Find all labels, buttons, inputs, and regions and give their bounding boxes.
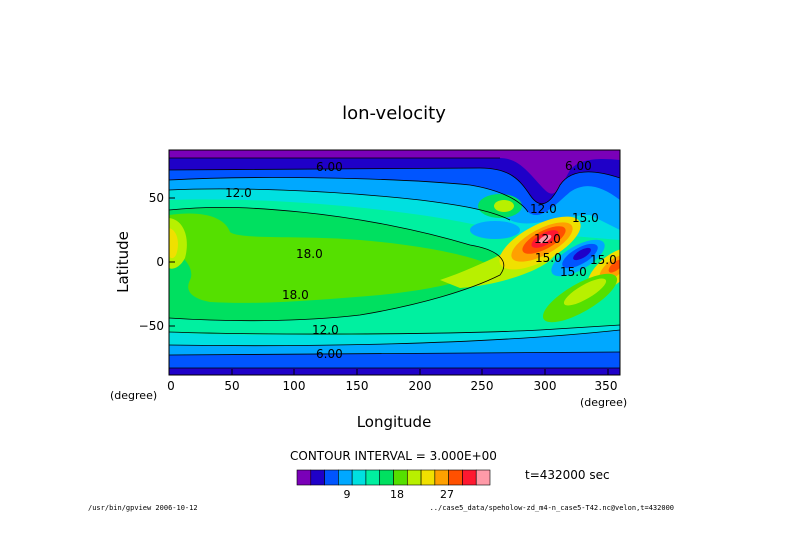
x-tick-label: 350 — [595, 379, 618, 393]
x-tick-label: 0 — [167, 379, 175, 393]
pocket-lightblue — [470, 221, 520, 239]
x-tick-label: 200 — [409, 379, 432, 393]
x-tick-label: 100 — [283, 379, 306, 393]
y-tick-label: −50 — [139, 319, 164, 333]
band-lightblue-s — [169, 330, 620, 355]
contour-label: 18.0 — [296, 247, 323, 261]
colorbar-cell — [462, 469, 477, 486]
colorbar-cell — [351, 469, 367, 486]
colorbar-cell — [296, 469, 312, 486]
x-tick-label: 250 — [471, 379, 494, 393]
contour-label: 18.0 — [282, 288, 309, 302]
colorbar-cell — [406, 469, 422, 486]
colorbar-cell — [448, 469, 463, 486]
south-yellow-green — [563, 278, 607, 306]
colorbar-tick-label: 18 — [390, 488, 404, 501]
contour-interval-text: CONTOUR INTERVAL = 3.000E+00 — [290, 449, 497, 463]
jet-pink — [538, 234, 552, 244]
x-axis-title: Longitude — [357, 413, 432, 431]
time-text: t=432000 sec — [525, 468, 610, 482]
y-tick-label: 0 — [156, 255, 164, 269]
colorbar — [296, 469, 491, 486]
colorbar-cell — [324, 469, 339, 486]
colorbar-cell — [310, 469, 325, 486]
band-dark-blue-s — [169, 368, 620, 375]
footer-left: /usr/bin/gpview 2006-10-12 — [88, 504, 198, 512]
colorbar-cell — [379, 469, 394, 486]
plot-area — [169, 150, 620, 375]
contour-label: 15.0 — [572, 211, 599, 225]
y-unit-label: (degree) — [110, 389, 157, 402]
contour-label: 12.0 — [534, 232, 561, 246]
contour-label: 6.00 — [316, 160, 343, 174]
anomaly-dark-blue — [573, 247, 591, 261]
colorbar-cell — [420, 469, 436, 486]
colorbar-tick-label: 9 — [344, 488, 351, 501]
band-light-green — [169, 213, 490, 303]
blob-orange-left — [169, 228, 178, 259]
colorbar-cell — [338, 469, 353, 486]
chart-title: lon-velocity — [342, 103, 446, 124]
colorbar-tick-label: 27 — [440, 488, 454, 501]
contour-label: 15.0 — [560, 265, 587, 279]
y-tick-label: 50 — [149, 191, 164, 205]
eddy-lightgreen-north — [494, 200, 514, 212]
colorbar-cell — [393, 469, 408, 486]
colorbar-cell — [365, 469, 381, 486]
x-unit-label: (degree) — [580, 396, 627, 409]
x-tick-label: 150 — [346, 379, 369, 393]
colorbar-cell — [475, 469, 491, 486]
footer-right: ../case5_data/speholow-zd_m4-n_case5-T42… — [430, 504, 674, 512]
y-axis-title: Latitude — [114, 231, 132, 293]
x-tick-label: 300 — [534, 379, 557, 393]
contour-label: 6.00 — [565, 159, 592, 173]
contour-label: 12.0 — [530, 202, 557, 216]
band-blue-s — [169, 352, 620, 368]
contour-label: 15.0 — [535, 251, 562, 265]
x-tick-label: 50 — [224, 379, 239, 393]
contour-label: 15.0 — [590, 253, 617, 267]
contour-label: 12.0 — [225, 186, 252, 200]
contour-label: 12.0 — [312, 323, 339, 337]
colorbar-cell — [434, 469, 449, 486]
contour-label: 6.00 — [316, 347, 343, 361]
